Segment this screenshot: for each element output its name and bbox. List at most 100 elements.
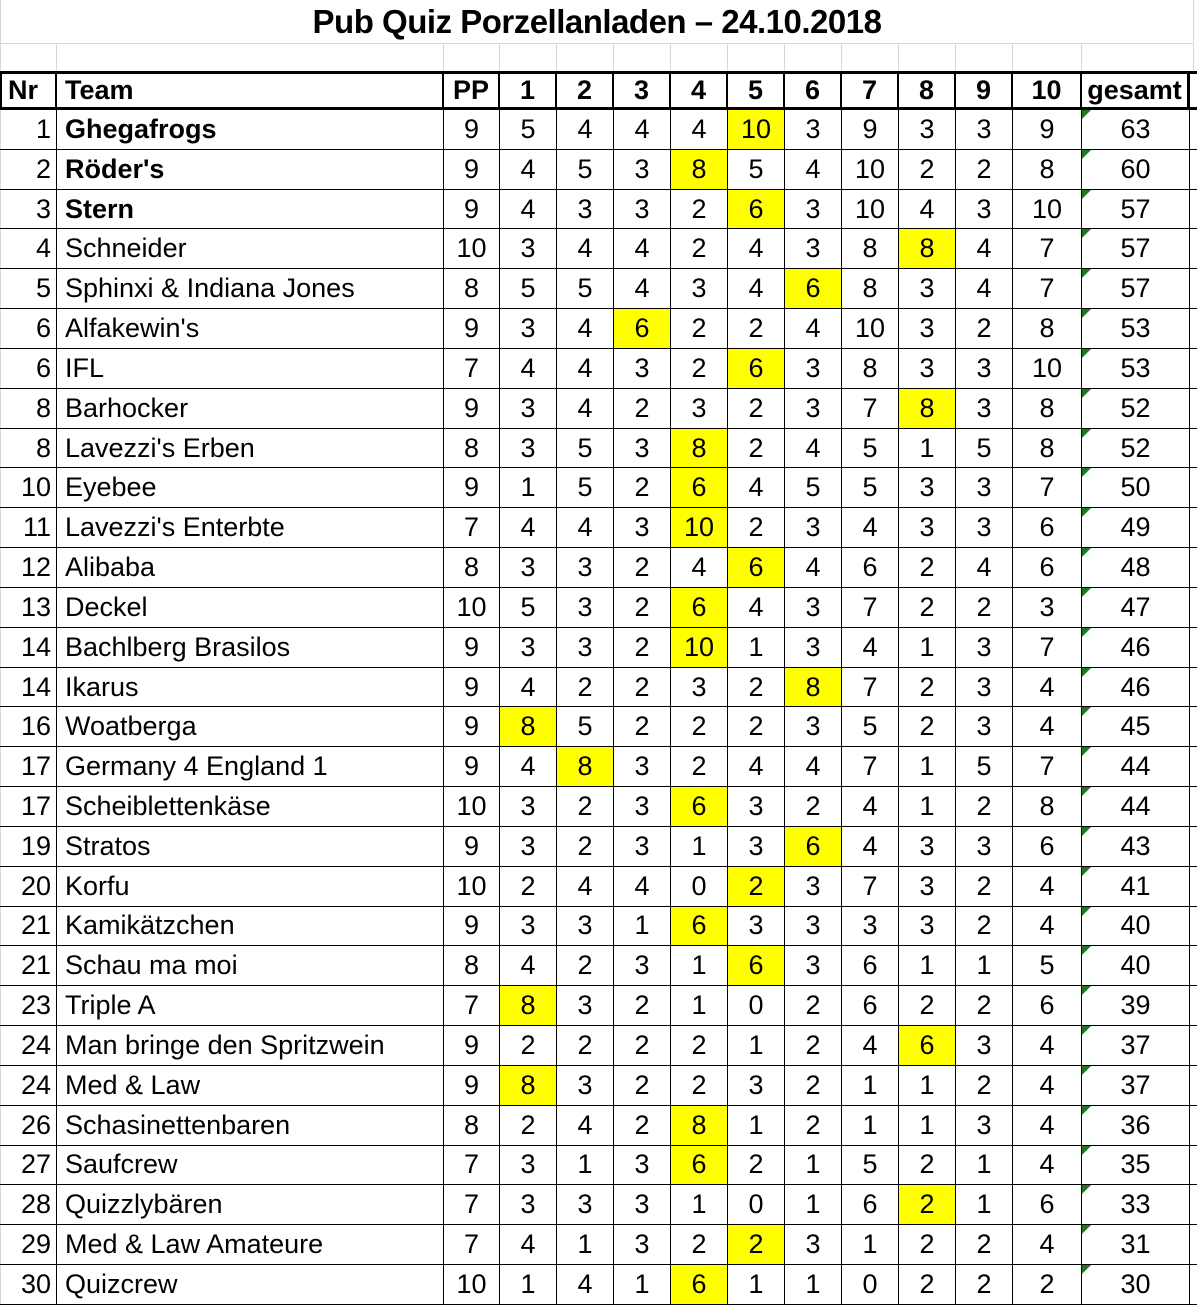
round-cell[interactable]: 0 [671, 866, 728, 906]
round-cell[interactable]: 4 [785, 309, 842, 348]
round-cell[interactable]: 4 [557, 110, 614, 149]
round-cell[interactable]: 3 [899, 348, 956, 388]
round-cell[interactable]: 1 [842, 1105, 899, 1145]
round-cell[interactable]: 3 [557, 587, 614, 627]
round-cell[interactable]: 1 [728, 1026, 785, 1065]
round-cell[interactable]: 3 [614, 149, 671, 189]
round-cell-highlighted[interactable]: 2 [728, 866, 785, 906]
round-cell[interactable]: 5 [842, 1145, 899, 1185]
round-cell[interactable]: 2 [614, 707, 671, 747]
round-cell[interactable]: 2 [956, 986, 1013, 1026]
round-cell[interactable]: 5 [500, 587, 557, 627]
header-cell-gesamt[interactable]: gesamt [1082, 74, 1190, 107]
round-cell[interactable]: 2 [671, 1225, 728, 1265]
header-cell-4[interactable]: 4 [671, 74, 728, 107]
total-cell[interactable]: 57 [1082, 229, 1190, 269]
round-cell[interactable]: 3 [557, 189, 614, 229]
round-cell[interactable]: 2 [614, 1065, 671, 1105]
round-cell[interactable]: 2 [956, 1265, 1013, 1304]
round-cell[interactable]: 6 [842, 1185, 899, 1225]
round-cell[interactable]: 2 [557, 946, 614, 986]
round-cell-highlighted[interactable]: 6 [728, 548, 785, 587]
header-cell-3[interactable]: 3 [614, 74, 671, 107]
empty-cell-1[interactable] [500, 44, 557, 71]
round-cell[interactable]: 2 [728, 667, 785, 707]
round-cell[interactable]: 3 [614, 946, 671, 986]
round-cell[interactable]: 7 [1013, 468, 1082, 508]
round-cell[interactable]: 2 [500, 1026, 557, 1065]
round-cell[interactable]: 1 [671, 1185, 728, 1225]
round-cell[interactable]: 2 [614, 1026, 671, 1065]
round-cell[interactable]: 3 [614, 1145, 671, 1185]
round-cell[interactable]: 6 [1013, 826, 1082, 866]
round-cell[interactable]: 5 [842, 468, 899, 508]
pp-cell[interactable]: 9 [444, 826, 500, 866]
pp-cell[interactable]: 8 [444, 269, 500, 309]
round-cell[interactable]: 4 [899, 189, 956, 229]
round-cell[interactable]: 3 [500, 388, 557, 428]
round-cell[interactable]: 1 [728, 627, 785, 667]
team-name-cell[interactable]: Ikarus [57, 667, 444, 707]
total-cell[interactable]: 46 [1082, 667, 1190, 707]
round-cell[interactable]: 3 [557, 1185, 614, 1225]
round-cell[interactable]: 3 [671, 667, 728, 707]
empty-cell-nr[interactable] [0, 44, 57, 71]
round-cell[interactable]: 1 [671, 826, 728, 866]
round-cell[interactable]: 4 [500, 946, 557, 986]
round-cell[interactable]: 7 [842, 587, 899, 627]
team-name-cell[interactable]: Schneider [57, 229, 444, 269]
rank-cell[interactable]: 21 [0, 946, 57, 986]
round-cell-highlighted[interactable]: 8 [785, 667, 842, 707]
round-cell[interactable]: 4 [614, 110, 671, 149]
round-cell[interactable]: 4 [1013, 866, 1082, 906]
round-cell-highlighted[interactable]: 8 [671, 1105, 728, 1145]
pp-cell[interactable]: 10 [444, 787, 500, 826]
empty-cell-2[interactable] [557, 44, 614, 71]
round-cell[interactable]: 3 [500, 627, 557, 667]
round-cell[interactable]: 3 [899, 110, 956, 149]
round-cell[interactable]: 4 [1013, 1145, 1082, 1185]
round-cell[interactable]: 2 [728, 309, 785, 348]
round-cell[interactable]: 8 [842, 269, 899, 309]
round-cell[interactable]: 2 [500, 1105, 557, 1145]
round-cell[interactable]: 10 [842, 309, 899, 348]
total-cell[interactable]: 33 [1082, 1185, 1190, 1225]
round-cell[interactable]: 0 [728, 986, 785, 1026]
round-cell[interactable]: 2 [956, 587, 1013, 627]
round-cell[interactable]: 3 [785, 1225, 842, 1265]
round-cell[interactable]: 6 [842, 548, 899, 587]
round-cell[interactable]: 3 [956, 348, 1013, 388]
rank-cell[interactable]: 30 [0, 1265, 57, 1304]
rank-cell[interactable]: 27 [0, 1145, 57, 1185]
round-cell[interactable]: 2 [899, 707, 956, 747]
team-name-cell[interactable]: Saufcrew [57, 1145, 444, 1185]
empty-cell-5[interactable] [728, 44, 785, 71]
total-cell[interactable]: 37 [1082, 1026, 1190, 1065]
round-cell[interactable]: 2 [671, 747, 728, 787]
round-cell[interactable]: 5 [956, 747, 1013, 787]
pp-cell[interactable]: 7 [444, 508, 500, 548]
rank-cell[interactable]: 5 [0, 269, 57, 309]
pp-cell[interactable]: 9 [444, 110, 500, 149]
team-name-cell[interactable]: Deckel [57, 587, 444, 627]
total-cell[interactable]: 60 [1082, 149, 1190, 189]
round-cell[interactable]: 3 [728, 1065, 785, 1105]
team-name-cell[interactable]: Alibaba [57, 548, 444, 587]
round-cell[interactable]: 3 [785, 587, 842, 627]
round-cell[interactable]: 2 [785, 1026, 842, 1065]
round-cell[interactable]: 3 [956, 1026, 1013, 1065]
round-cell[interactable]: 2 [956, 906, 1013, 946]
rank-cell[interactable]: 20 [0, 866, 57, 906]
round-cell[interactable]: 3 [785, 229, 842, 269]
total-cell[interactable]: 43 [1082, 826, 1190, 866]
round-cell[interactable]: 3 [899, 309, 956, 348]
round-cell[interactable]: 4 [1013, 1105, 1082, 1145]
round-cell[interactable]: 3 [956, 627, 1013, 667]
round-cell[interactable]: 5 [557, 707, 614, 747]
rank-cell[interactable]: 24 [0, 1026, 57, 1065]
rank-cell[interactable]: 10 [0, 468, 57, 508]
round-cell-highlighted[interactable]: 2 [728, 1225, 785, 1265]
round-cell[interactable]: 4 [785, 149, 842, 189]
round-cell[interactable]: 2 [899, 667, 956, 707]
pp-cell[interactable]: 9 [444, 149, 500, 189]
